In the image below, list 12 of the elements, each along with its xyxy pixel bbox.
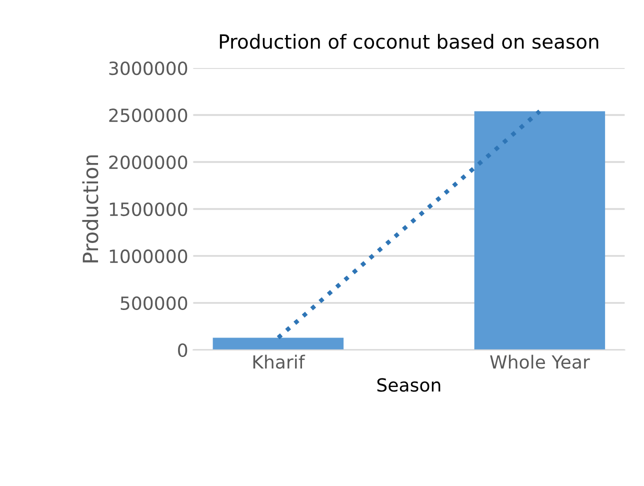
x-axis-title: Season	[377, 378, 440, 392]
y-tick-label: 1500000	[110, 202, 188, 216]
y-tick-label: 3000000	[109, 62, 188, 76]
chart-title: Production of coconut based on season	[220, 34, 598, 49]
y-tick-label: 0	[178, 343, 188, 358]
x-tick-label: Whole Year	[490, 354, 590, 369]
y-tick-label: 2000000	[109, 155, 188, 170]
y-tick-label: 2500000	[109, 108, 188, 122]
y-tick-label: 500000	[120, 296, 188, 310]
x-tick-label: Kharif	[253, 354, 306, 369]
y-axis-title: Production	[82, 155, 98, 262]
y-tick-label: 1000000	[110, 249, 188, 264]
